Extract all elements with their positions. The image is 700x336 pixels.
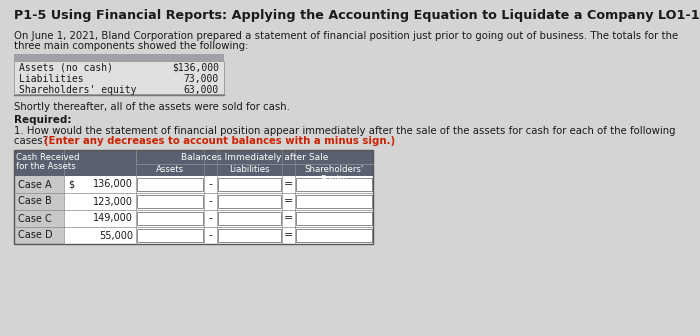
- Text: =: =: [284, 197, 293, 207]
- Text: =: =: [284, 230, 293, 241]
- Text: -: -: [209, 179, 213, 190]
- Text: 63,000: 63,000: [183, 85, 219, 95]
- Text: Cash Received: Cash Received: [16, 153, 80, 162]
- Text: 55,000: 55,000: [99, 230, 133, 241]
- Text: 1. How would the statement of financial position appear immediately after the sa: 1. How would the statement of financial …: [14, 126, 676, 136]
- Text: (Enter any decreases to account balances with a minus sign.): (Enter any decreases to account balances…: [44, 136, 395, 146]
- Text: =: =: [284, 213, 293, 223]
- Text: $136,000: $136,000: [172, 63, 219, 73]
- FancyBboxPatch shape: [14, 193, 64, 210]
- Text: Shareholders'
Equity: Shareholders' Equity: [304, 165, 364, 184]
- Text: for the Assets: for the Assets: [16, 162, 76, 171]
- FancyBboxPatch shape: [14, 193, 373, 210]
- Text: 149,000: 149,000: [93, 213, 133, 223]
- FancyBboxPatch shape: [14, 61, 224, 94]
- Text: Case A: Case A: [18, 179, 52, 190]
- FancyBboxPatch shape: [296, 229, 372, 242]
- Text: -: -: [209, 213, 213, 223]
- FancyBboxPatch shape: [296, 178, 372, 191]
- Text: Liabilities: Liabilities: [229, 165, 270, 174]
- Text: three main components showed the following:: three main components showed the followi…: [14, 41, 248, 51]
- FancyBboxPatch shape: [296, 195, 372, 208]
- Text: -: -: [209, 230, 213, 241]
- Text: Case D: Case D: [18, 230, 52, 241]
- FancyBboxPatch shape: [137, 195, 203, 208]
- FancyBboxPatch shape: [14, 54, 224, 61]
- FancyBboxPatch shape: [14, 150, 373, 176]
- Text: Liabilities: Liabilities: [19, 74, 83, 84]
- FancyBboxPatch shape: [137, 212, 203, 225]
- Text: Assets (no cash): Assets (no cash): [19, 63, 113, 73]
- Text: 73,000: 73,000: [183, 74, 219, 84]
- FancyBboxPatch shape: [137, 229, 203, 242]
- Text: 123,000: 123,000: [93, 197, 133, 207]
- FancyBboxPatch shape: [218, 229, 281, 242]
- Text: Shortly thereafter, all of the assets were sold for cash.: Shortly thereafter, all of the assets we…: [14, 102, 290, 112]
- Text: cases?: cases?: [14, 136, 51, 146]
- FancyBboxPatch shape: [14, 176, 64, 193]
- FancyBboxPatch shape: [14, 210, 373, 227]
- Text: P1-5 Using Financial Reports: Applying the Accounting Equation to Liquidate a Co: P1-5 Using Financial Reports: Applying t…: [14, 9, 699, 22]
- Text: Required:: Required:: [14, 115, 71, 125]
- Text: Assets: Assets: [156, 165, 184, 174]
- FancyBboxPatch shape: [137, 178, 203, 191]
- FancyBboxPatch shape: [296, 212, 372, 225]
- Text: -: -: [209, 197, 213, 207]
- Text: 136,000: 136,000: [93, 179, 133, 190]
- Text: $: $: [68, 179, 74, 190]
- Text: Balances Immediately after Sale: Balances Immediately after Sale: [181, 153, 328, 162]
- FancyBboxPatch shape: [218, 178, 281, 191]
- FancyBboxPatch shape: [14, 227, 64, 244]
- FancyBboxPatch shape: [218, 195, 281, 208]
- Text: On June 1, 2021, Bland Corporation prepared a statement of financial position ju: On June 1, 2021, Bland Corporation prepa…: [14, 31, 678, 41]
- FancyBboxPatch shape: [14, 210, 64, 227]
- Text: =: =: [284, 179, 293, 190]
- Text: Shareholders' equity: Shareholders' equity: [19, 85, 136, 95]
- Text: Case C: Case C: [18, 213, 52, 223]
- FancyBboxPatch shape: [14, 176, 373, 193]
- FancyBboxPatch shape: [218, 212, 281, 225]
- FancyBboxPatch shape: [14, 227, 373, 244]
- Text: Case B: Case B: [18, 197, 52, 207]
